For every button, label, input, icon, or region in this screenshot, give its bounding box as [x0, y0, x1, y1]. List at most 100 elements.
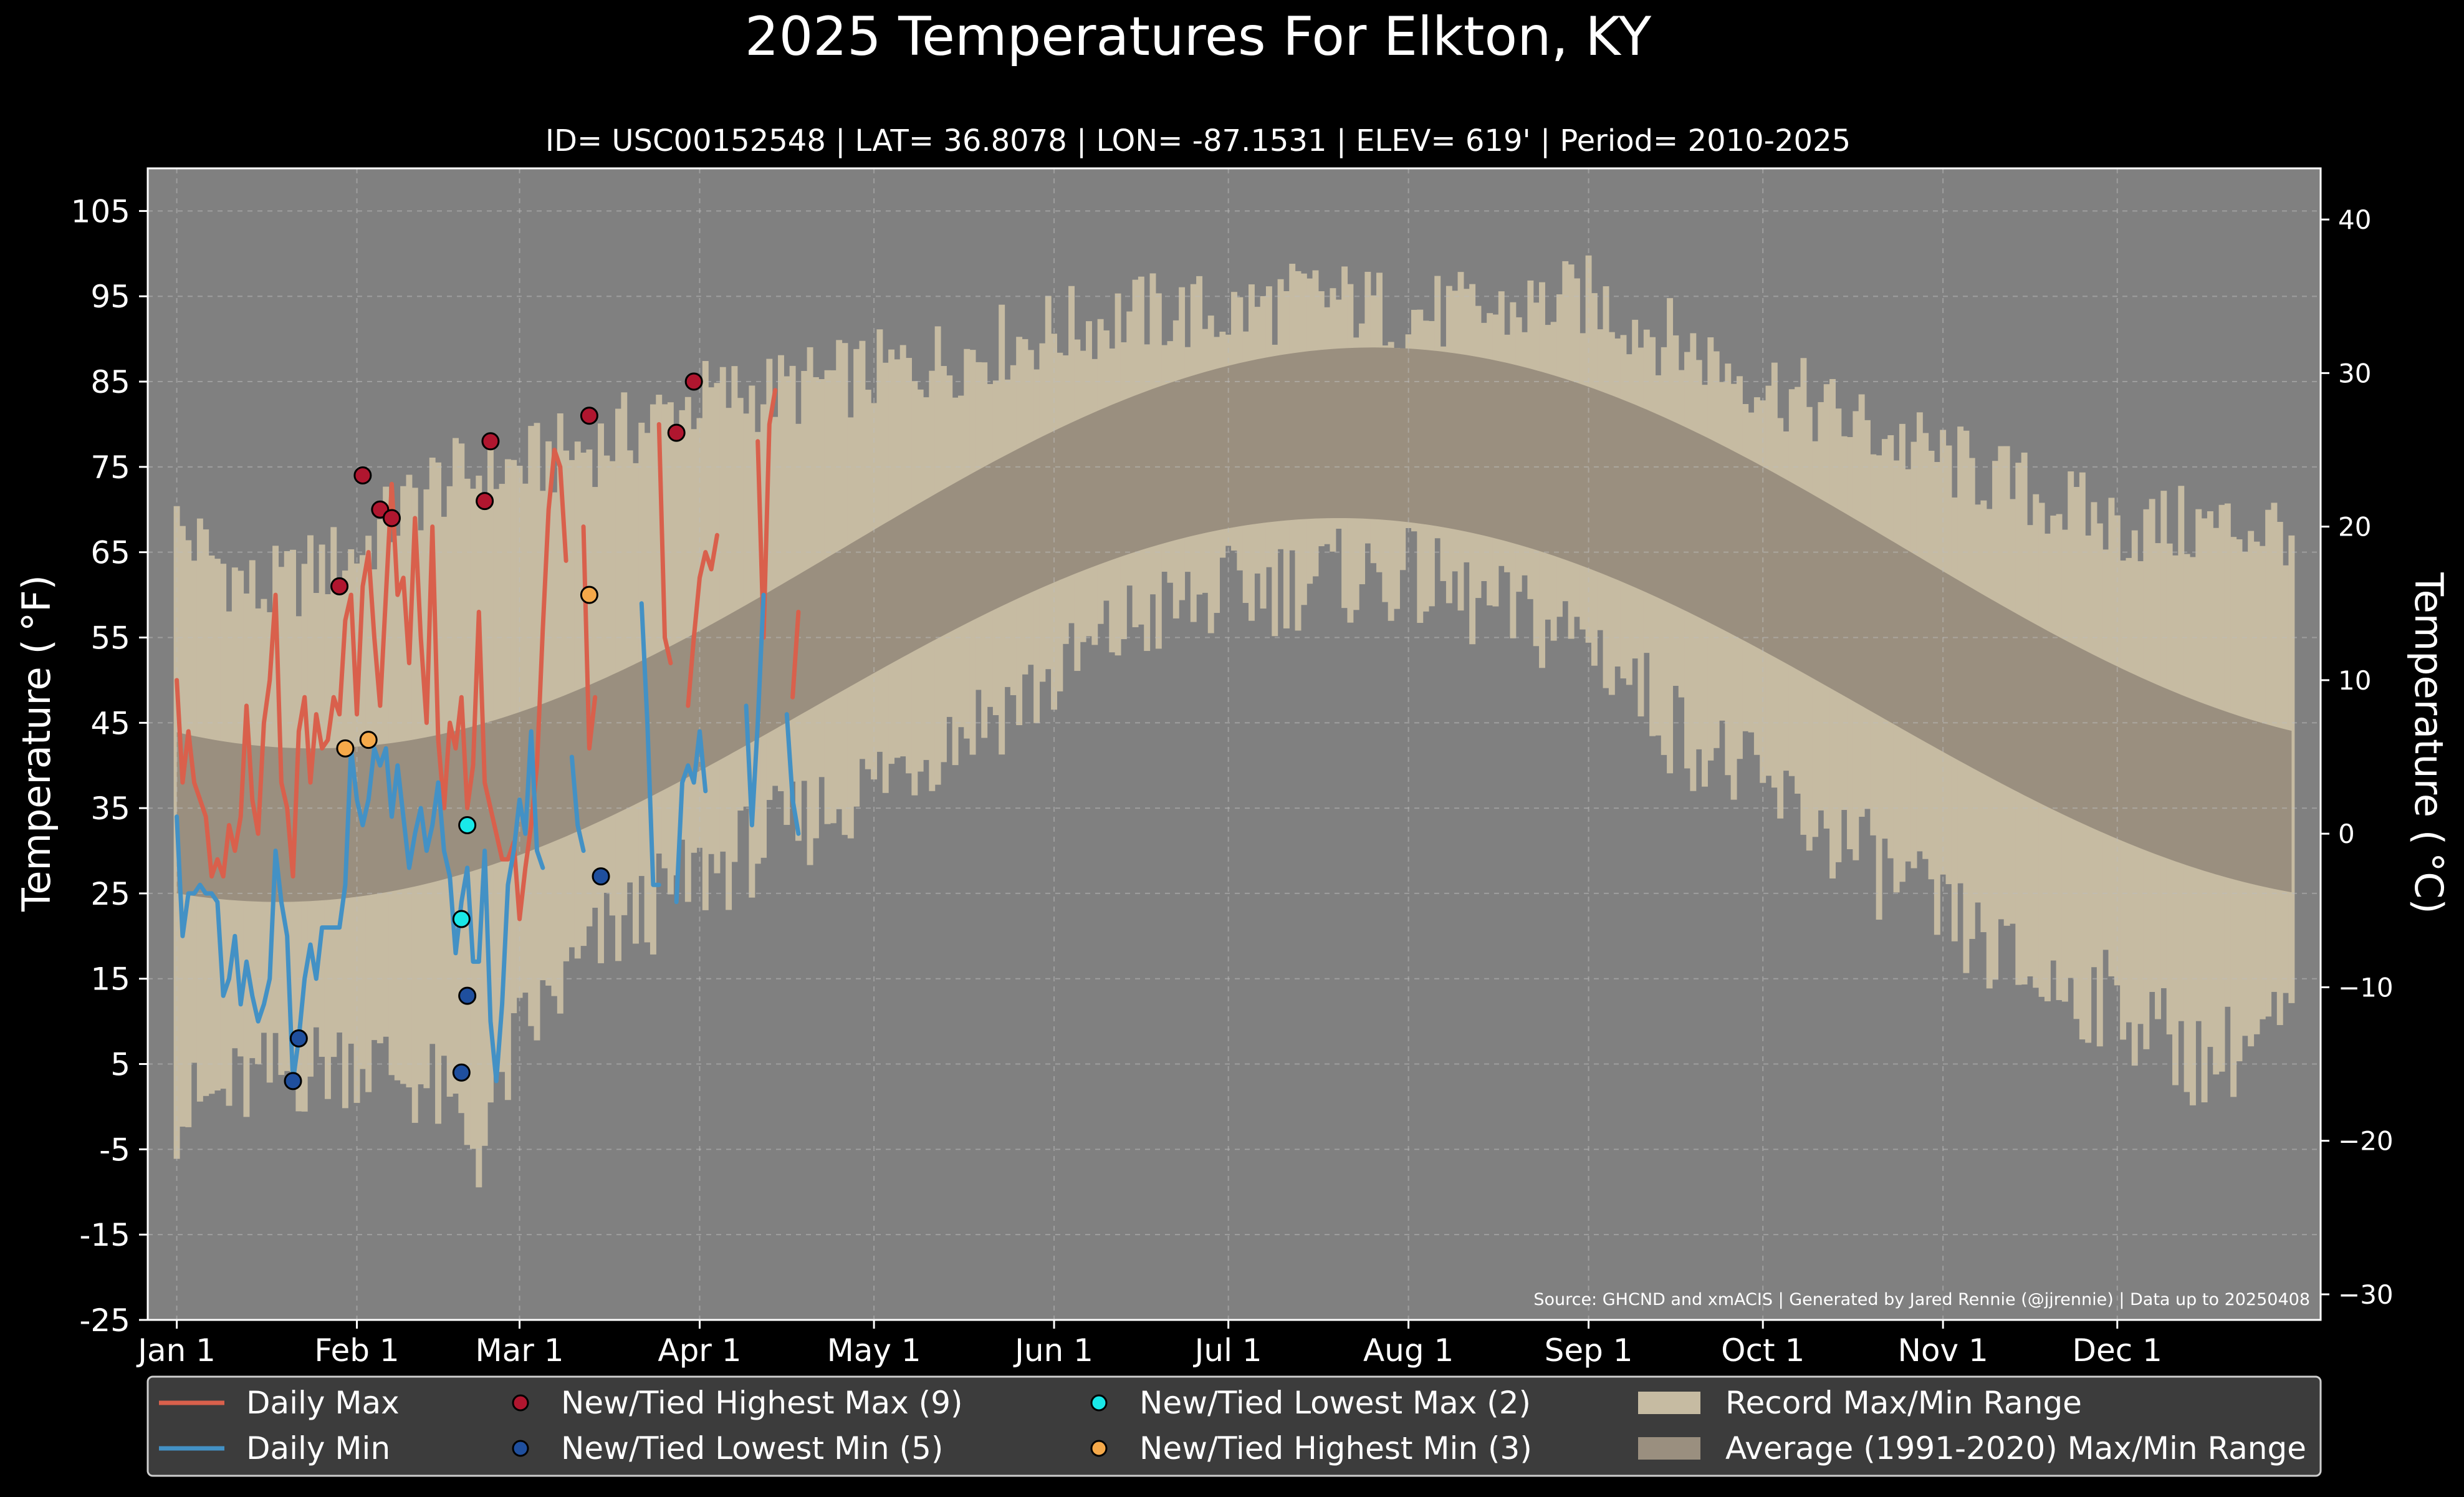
y-tick-label-left: 45 — [90, 705, 130, 741]
y-tick-label-right: 40 — [2338, 205, 2371, 235]
legend-dot-swatch — [512, 1440, 529, 1457]
legend-dot-swatch — [512, 1394, 529, 1412]
legend-dot-swatch — [1090, 1394, 1108, 1412]
legend: Daily Max Daily Min New/Tied Highest Max (… — [146, 1375, 2322, 1477]
highest-max-point — [330, 577, 349, 595]
y-axis-label-right: Temperature ( °C) — [2406, 572, 2452, 914]
x-tick-label: Mar 1 — [476, 1332, 564, 1369]
record-range-bar — [626, 450, 633, 883]
legend-label: New/Tied Highest Min (3) — [1139, 1430, 1532, 1466]
lowest-min-point — [452, 1063, 471, 1082]
chart-subtitle: ID= USC00152548 | LAT= 36.8078 | LON= -8… — [545, 123, 1851, 158]
y-tick-label-right: 20 — [2338, 512, 2371, 542]
legend-label: New/Tied Highest Max (9) — [561, 1385, 963, 1421]
record-range-bar — [789, 365, 796, 782]
plot-frame — [146, 167, 2322, 1321]
lowest-min-point — [458, 986, 477, 1005]
y-tick-label-left: -15 — [79, 1217, 130, 1253]
y-tick-label-right: 10 — [2338, 665, 2371, 696]
record-range-bar — [679, 410, 686, 840]
x-tick-label: Jun 1 — [1013, 1332, 1093, 1369]
plot-area — [148, 168, 2321, 1321]
lowest-min-point — [284, 1072, 302, 1090]
record-range-bar — [766, 359, 773, 801]
x-tick-label: Sep 1 — [1545, 1332, 1633, 1369]
y-tick-label-left: 55 — [90, 620, 130, 656]
y-tick-label-left: 65 — [90, 535, 130, 571]
highest-max-point — [684, 372, 703, 391]
y-axis-label-left: Temperature ( °F) — [14, 575, 59, 912]
y-tick-label-left: 95 — [90, 279, 130, 315]
x-tick-label: Feb 1 — [314, 1332, 399, 1369]
x-tick-label: Apr 1 — [658, 1332, 741, 1369]
x-tick-label: May 1 — [827, 1332, 921, 1369]
y-tick-label-left: 75 — [90, 450, 130, 486]
normal-range-band — [176, 347, 2292, 902]
lowest-min-point — [592, 867, 610, 886]
highest-max-point — [580, 407, 598, 425]
legend-item: New/Tied Highest Min (3) — [1090, 1430, 1532, 1466]
legend-item: New/Tied Lowest Min (5) — [512, 1430, 943, 1466]
highest-min-point — [359, 731, 378, 749]
legend-label: New/Tied Lowest Max (2) — [1139, 1385, 1531, 1421]
y-tick-label-right: −30 — [2338, 1279, 2394, 1310]
y-tick-label-right: 30 — [2338, 358, 2371, 388]
x-tick-label: Jan 1 — [136, 1332, 216, 1369]
y-tick-label-right: 0 — [2338, 819, 2355, 849]
legend-patch-swatch — [1638, 1437, 1700, 1460]
highest-max-point — [667, 423, 686, 442]
legend-patch-swatch — [1638, 1392, 1700, 1414]
x-tick-label: Aug 1 — [1363, 1332, 1454, 1369]
legend-label: New/Tied Lowest Min (5) — [561, 1430, 943, 1466]
highest-max-point — [382, 509, 401, 527]
record-range-bar — [778, 355, 784, 792]
legend-item: Daily Min — [159, 1430, 390, 1466]
x-tick-label: Nov 1 — [1897, 1332, 1988, 1369]
y-tick-label-left: -5 — [99, 1132, 130, 1168]
record-range-bar — [737, 398, 744, 811]
legend-item: New/Tied Lowest Max (2) — [1090, 1385, 1531, 1421]
highest-max-point — [476, 492, 494, 511]
y-tick-label-left: 85 — [90, 364, 130, 400]
record-range-bar — [603, 455, 610, 893]
record-range-bar — [708, 387, 715, 854]
highest-min-point — [336, 739, 355, 758]
chart-title: 2025 Temperatures For Elkton, KY — [745, 6, 1652, 68]
y-tick-label-left: 15 — [90, 961, 130, 998]
record-range-bar — [656, 395, 663, 854]
legend-label: Average (1991-2020) Max/Min Range — [1725, 1430, 2306, 1466]
legend-item: Daily Max — [159, 1385, 400, 1421]
legend-item: Average (1991-2020) Max/Min Range — [1638, 1430, 2306, 1466]
record-range-bar — [638, 422, 645, 876]
x-tick-label: Dec 1 — [2073, 1332, 2162, 1369]
lowest-max-point — [458, 816, 477, 834]
lowest-min-point — [289, 1029, 308, 1048]
y-tick-label-left: 105 — [71, 193, 130, 229]
legend-box — [146, 1375, 2322, 1477]
legend-label: Record Max/Min Range — [1725, 1385, 2082, 1421]
x-tick-label: Oct 1 — [1721, 1332, 1805, 1369]
highest-min-point — [580, 585, 598, 604]
record-range-bar — [719, 367, 726, 852]
daily-max-line — [175, 388, 801, 922]
lowest-max-point — [452, 910, 471, 928]
y-tick-label-right: −10 — [2338, 972, 2394, 1003]
legend-dot-swatch — [1090, 1440, 1108, 1457]
highest-max-point — [353, 466, 372, 485]
y-tick-label-left: 25 — [90, 876, 130, 912]
highest-max-point — [481, 432, 500, 451]
y-tick-label-left: 5 — [110, 1047, 130, 1083]
legend-item: Record Max/Min Range — [1638, 1385, 2082, 1421]
y-tick-label-right: −20 — [2338, 1126, 2394, 1157]
daily-min-line — [175, 592, 801, 1084]
y-tick-label-left: 35 — [90, 791, 130, 827]
y-tick-label-left: -25 — [79, 1302, 130, 1339]
record-range-bar — [621, 392, 628, 915]
source-note: Source: GHCND and xmACIS | Generated by … — [1533, 1290, 2310, 1309]
legend-label: Daily Min — [246, 1430, 390, 1466]
legend-label: Daily Max — [246, 1385, 400, 1421]
axes: 105 95 85 75 65 55 45 35 25 15 5 -5 -15 -25 40 30 20 10 0 −… — [71, 167, 2394, 1369]
legend-item: New/Tied Highest Max (9) — [512, 1385, 963, 1421]
x-tick-label: Jul 1 — [1193, 1332, 1262, 1369]
